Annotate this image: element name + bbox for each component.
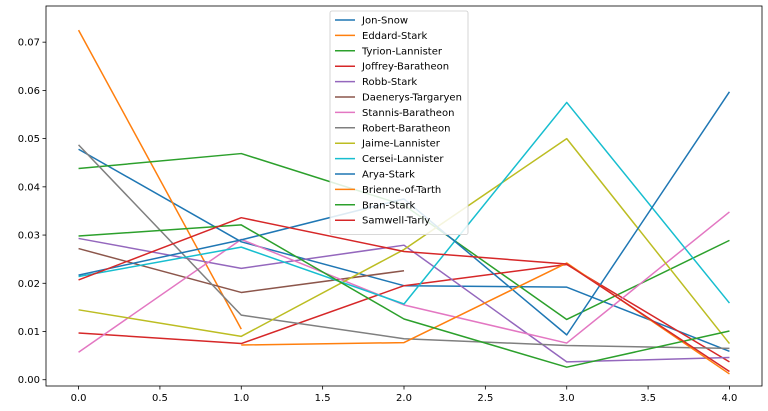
y-axis: 0.00 0.01 0.02 0.03 0.04 0.05 0.06 0.07	[18, 38, 46, 386]
x-tick-label: 3.0	[559, 393, 575, 404]
x-tick-label: 0.0	[71, 393, 87, 404]
series-line-1	[77, 29, 242, 330]
series-line-12	[78, 224, 730, 368]
y-tick-label: 0.03	[18, 231, 40, 242]
legend-label-7: Robert-Baratheon	[362, 123, 451, 134]
y-tick-label: 0.07	[18, 38, 40, 49]
legend-label-0: Jon-Snow	[361, 16, 408, 27]
x-tick-label: 0.5	[152, 393, 168, 404]
x-tick-label: 1.5	[315, 393, 331, 404]
x-tick-label: 3.5	[640, 393, 656, 404]
legend-label-5: Daenerys-Targaryen	[362, 93, 462, 104]
x-tick-label: 2.0	[396, 393, 412, 404]
legend-label-4: Robb-Stark	[362, 77, 417, 88]
series-line-7	[78, 144, 730, 350]
series-line-4	[78, 237, 730, 363]
plot-lines	[77, 29, 731, 375]
x-tick-label: 4.0	[722, 393, 738, 404]
series-line-13	[78, 216, 730, 373]
x-axis: 0.0 0.5 1.0 1.5 2.0 2.5 3.0 3.5 4.0	[71, 386, 738, 404]
legend-label-9: Cersei-Lannister	[362, 154, 444, 165]
x-tick-label: 2.5	[477, 393, 493, 404]
legend-label-11: Brienne-of-Tarth	[362, 185, 441, 196]
series-line-3	[78, 263, 730, 363]
legend-label-13: Samwell-Tarly	[362, 216, 430, 227]
y-tick-label: 0.04	[18, 182, 40, 193]
legend-label-3: Joffrey-Baratheon	[361, 62, 449, 73]
legend-label-10: Arya-Stark	[362, 170, 415, 181]
series-line-9	[78, 101, 731, 305]
y-tick-label: 0.02	[18, 279, 40, 290]
y-tick-label: 0.00	[18, 375, 40, 386]
legend-label-8: Jaime-Lannister	[361, 139, 441, 150]
y-tick-label: 0.06	[18, 86, 40, 97]
series-line-8	[78, 137, 731, 345]
legend-label-1: Eddard-Stark	[362, 31, 428, 42]
y-tick-label: 0.01	[18, 327, 40, 338]
x-tick-label: 1.0	[233, 393, 249, 404]
legend-label-6: Stannis-Baratheon	[362, 108, 454, 119]
legend: Jon-Snow Eddard-Stark Tyrion-Lannister Joff…	[329, 10, 469, 236]
legend-box	[329, 10, 469, 236]
y-tick-label: 0.05	[18, 134, 40, 145]
legend-label-12: Bran-Stark	[362, 200, 416, 211]
legend-label-2: Tyrion-Lannister	[361, 46, 443, 57]
